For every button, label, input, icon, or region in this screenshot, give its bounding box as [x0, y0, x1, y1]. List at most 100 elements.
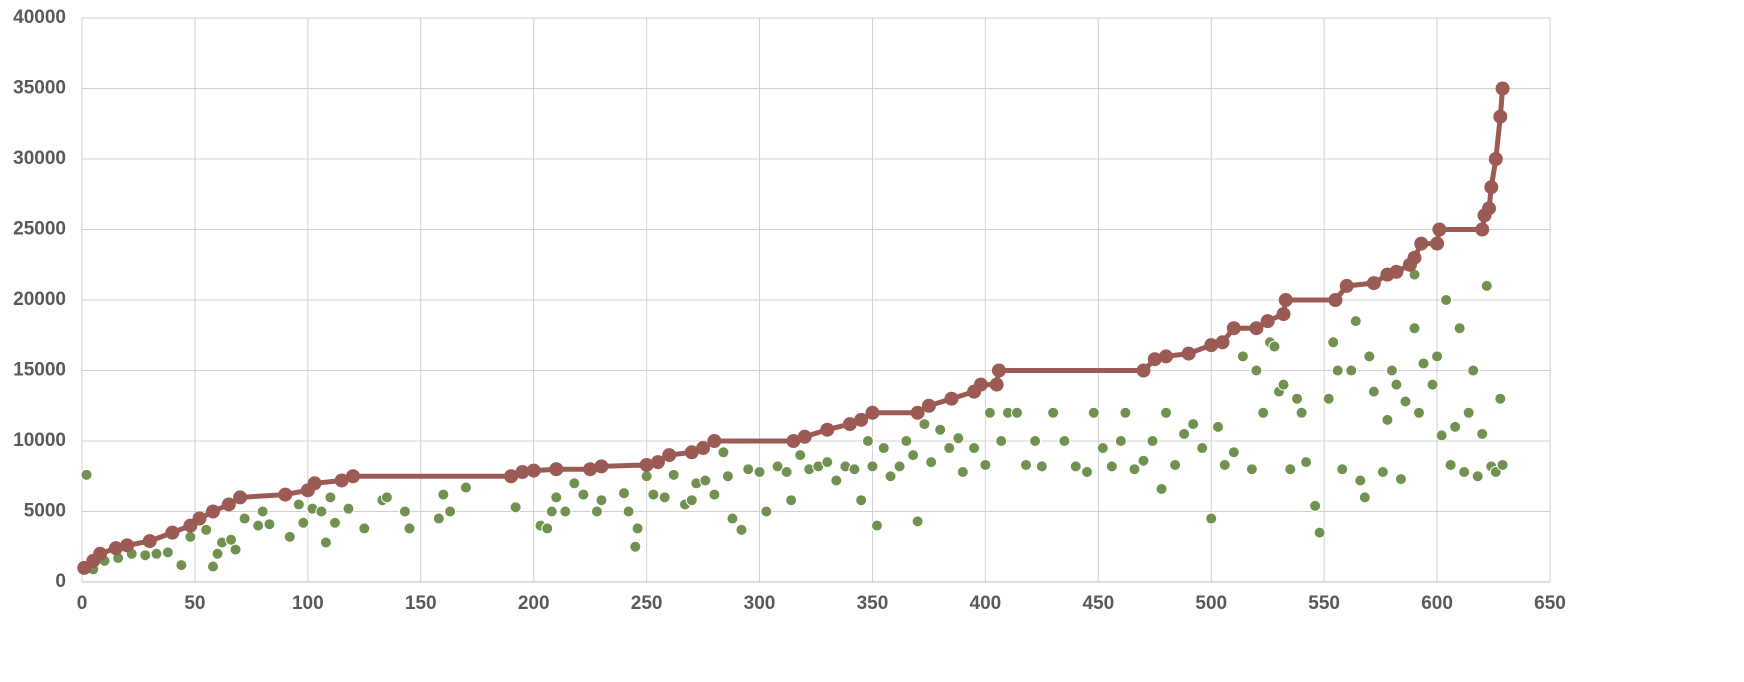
scatter-point	[1449, 420, 1462, 433]
scatter-point	[934, 423, 947, 436]
line-marker	[594, 459, 609, 474]
x-tick-label: 50	[184, 593, 205, 614]
line-marker	[583, 462, 598, 477]
scatter-point	[1137, 454, 1150, 467]
line-marker	[1482, 201, 1497, 216]
line-marker	[1278, 293, 1293, 307]
line-marker	[786, 434, 801, 448]
scatter-point	[380, 491, 393, 504]
scatter-point	[647, 488, 660, 501]
scatter-point	[1480, 279, 1493, 292]
scatter-point	[667, 468, 680, 481]
scatter-point	[1413, 406, 1426, 419]
scatter-point	[1268, 340, 1281, 353]
x-tick-label: 150	[405, 593, 437, 614]
scatter-point	[830, 474, 843, 487]
scatter-point	[821, 456, 834, 469]
scatter-point	[943, 442, 956, 455]
line-marker	[1159, 349, 1174, 364]
scatter-point	[1114, 435, 1127, 447]
scatter-point	[1309, 499, 1322, 512]
scatter-point	[1128, 463, 1141, 476]
scatter-point	[952, 432, 965, 445]
scatter-point	[780, 466, 793, 479]
line-marker	[707, 434, 722, 448]
scatter-point	[595, 494, 608, 507]
line-marker	[854, 412, 869, 427]
scatter-point	[907, 449, 920, 462]
line-marker	[989, 377, 1004, 392]
scatter-point	[211, 547, 224, 560]
line-marker	[108, 541, 123, 556]
scatter-point	[1291, 392, 1304, 405]
scatter-point	[1399, 395, 1412, 408]
scatter-point	[658, 491, 671, 504]
scatter-point	[1295, 406, 1308, 419]
scatter-point	[1160, 406, 1173, 419]
scatter-point	[884, 470, 897, 483]
scatter-point	[699, 474, 712, 487]
scatter-point	[1146, 435, 1159, 447]
x-tick-label: 400	[970, 593, 1002, 614]
line-marker	[1249, 321, 1264, 336]
line-marker	[1366, 276, 1381, 291]
line-marker	[1147, 352, 1162, 367]
scatter-point	[1385, 364, 1398, 377]
scatter-point	[1187, 418, 1200, 431]
scatter-point	[1218, 458, 1231, 471]
scatter-point	[1435, 429, 1448, 442]
line-marker	[1493, 109, 1508, 124]
line-marker	[1430, 236, 1445, 251]
scatter-point	[1376, 466, 1389, 479]
line-marker	[1389, 264, 1404, 279]
line-marker	[1136, 363, 1151, 378]
x-tick-label: 600	[1421, 593, 1453, 614]
scatter-point	[1331, 364, 1344, 377]
line-marker	[1260, 314, 1275, 329]
scatter-point	[1367, 385, 1380, 398]
line-marker	[165, 525, 180, 540]
scatter-point	[1178, 427, 1191, 440]
scatter-point	[315, 505, 328, 518]
scatter-point	[1496, 458, 1509, 471]
line-marker	[991, 363, 1006, 378]
scatter-point	[1476, 427, 1489, 440]
scatter-point	[1322, 392, 1335, 405]
scatter-point	[1236, 350, 1249, 363]
scatter-point	[1196, 442, 1209, 455]
scatter-point	[252, 519, 265, 532]
scatter-point	[1394, 473, 1407, 486]
scatter-point	[1081, 466, 1094, 479]
scatter-point	[925, 456, 938, 469]
scatter-point	[794, 449, 807, 462]
scatter-point	[80, 468, 93, 481]
y-tick-label: 10000	[13, 430, 66, 451]
line-marker	[921, 398, 936, 413]
scatter-point	[721, 470, 734, 483]
line-marker	[910, 405, 925, 420]
line-marker	[1226, 321, 1241, 336]
scatter-point	[358, 522, 371, 535]
scatter-point	[1390, 378, 1403, 391]
scatter-point	[877, 442, 890, 455]
scatter-point	[229, 543, 242, 556]
line-marker	[1204, 338, 1219, 353]
scatter-point	[545, 505, 558, 518]
y-tick-label: 35000	[13, 78, 66, 99]
scatter-point	[1227, 446, 1240, 459]
line-marker	[1484, 180, 1499, 195]
line-marker	[684, 445, 699, 460]
scatter-point	[256, 505, 269, 518]
line-marker	[221, 497, 236, 512]
scatter-point	[459, 481, 472, 494]
scatter-point	[1020, 458, 1033, 471]
scatter-point	[760, 505, 773, 518]
x-tick-label: 0	[77, 593, 88, 614]
line-marker	[1215, 335, 1230, 350]
scatter-point	[785, 494, 798, 507]
scatter-point	[1300, 456, 1313, 469]
x-tick-label: 250	[631, 593, 663, 614]
scatter-point	[685, 494, 698, 507]
scatter-point	[1058, 435, 1071, 447]
x-tick-label: 500	[1195, 593, 1227, 614]
